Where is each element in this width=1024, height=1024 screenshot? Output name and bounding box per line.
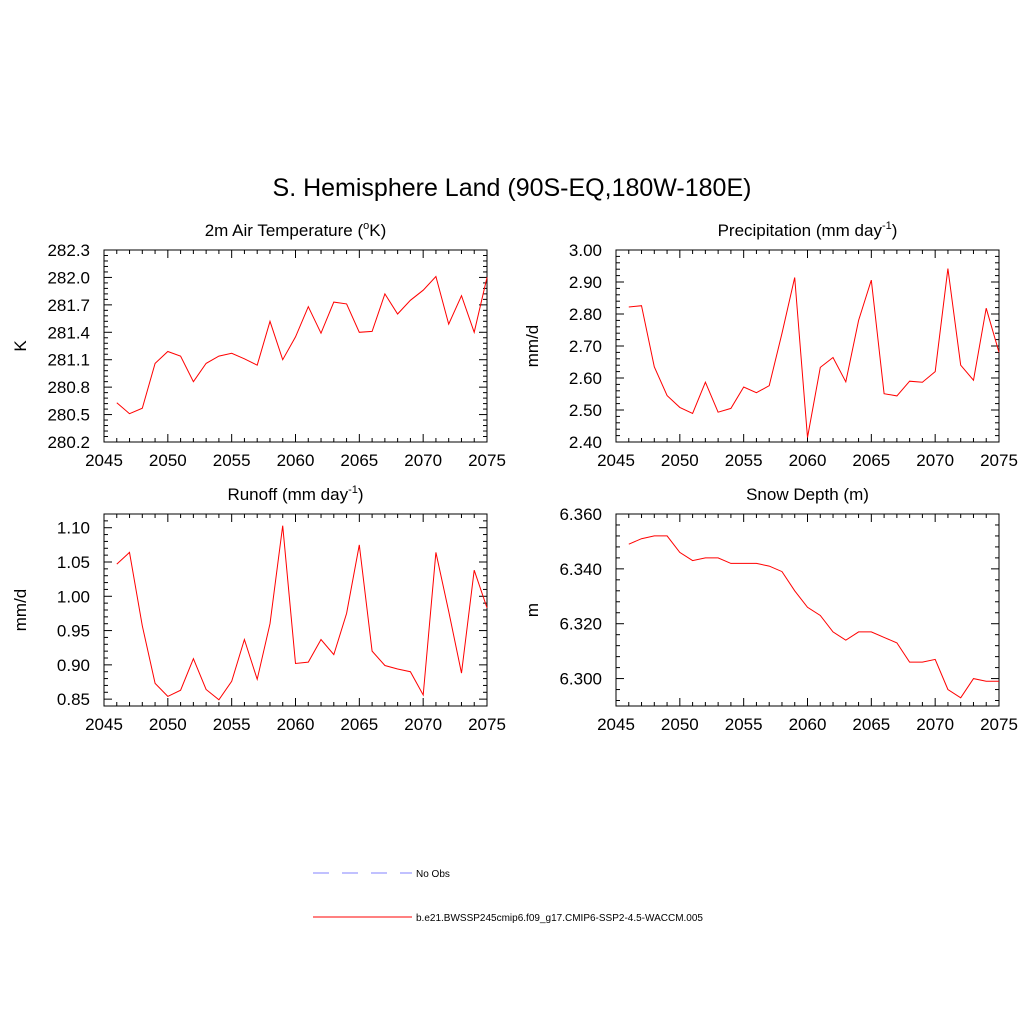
runoff-xtick-label: 2070 <box>404 715 442 734</box>
snow-depth-xtick-label: 2055 <box>725 715 763 734</box>
snow-depth-ytick-label: 6.340 <box>559 560 602 579</box>
precipitation-ytick-label: 2.50 <box>569 401 602 420</box>
runoff-ytick-label: 1.10 <box>57 519 90 538</box>
runoff-ytick-label: 0.90 <box>57 656 90 675</box>
runoff-ytick-label: 0.95 <box>57 622 90 641</box>
snow-depth-ytick-label: 6.300 <box>559 670 602 689</box>
snow-depth-title: Snow Depth (m) <box>746 485 869 504</box>
air-temperature-ytick-label: 281.4 <box>47 323 90 342</box>
runoff-ylabel: mm/d <box>11 589 30 632</box>
runoff-xtick-label: 2075 <box>468 715 506 734</box>
snow-depth-ytick-label: 6.320 <box>559 615 602 634</box>
panel-runoff: Runoff (mm day-1) mm/d 2045 2050 2055 2060 206… <box>11 484 506 734</box>
air-temperature-xtick-label: 2065 <box>340 451 378 470</box>
air-temperature-frame <box>103 249 488 443</box>
snow-depth-xtick-label: 2060 <box>789 715 827 734</box>
air-temperature-ytick-label: 280.5 <box>47 406 90 425</box>
runoff-title: Runoff (mm day-1) <box>227 484 363 504</box>
snow-depth-ylabel: m <box>523 603 542 617</box>
precipitation-ylabel: mm/d <box>523 325 542 368</box>
runoff-xtick-label: 2055 <box>213 715 251 734</box>
snow-depth-series-line <box>628 535 999 699</box>
air-temperature-ytick-label: 280.8 <box>47 378 90 397</box>
precipitation-xtick-label: 2060 <box>789 451 827 470</box>
precipitation-series-line <box>628 268 1000 438</box>
air-temperature-title: 2m Air Temperature (oK) <box>205 220 387 240</box>
air-temperature-xtick-label: 2050 <box>149 451 187 470</box>
air-temperature-xtick-label: 2070 <box>404 451 442 470</box>
air-temperature-ytick-label: 282.0 <box>47 268 90 287</box>
precipitation-xtick-label: 2065 <box>852 451 890 470</box>
precipitation-xtick-label: 2070 <box>916 451 954 470</box>
snow-depth-xtick-label: 2070 <box>916 715 954 734</box>
air-temperature-series-line <box>116 275 488 415</box>
snow-depth-xtick-label: 2065 <box>852 715 890 734</box>
air-temperature-xtick-label: 2075 <box>468 451 506 470</box>
snow-depth-xtick-label: 2050 <box>661 715 699 734</box>
runoff-series-line <box>116 525 488 701</box>
air-temperature-ytick-label: 282.3 <box>47 241 90 260</box>
precipitation-ytick-label: 2.90 <box>569 273 602 292</box>
runoff-ytick-label: 1.00 <box>57 587 90 606</box>
snow-depth-ytick-label: 6.360 <box>559 505 602 524</box>
air-temperature-xtick-label: 2060 <box>277 451 315 470</box>
legend-model-label: b.e21.BWSSP245cmip6.f09_g17.CMIP6-SSP2-4… <box>416 913 703 924</box>
legend-no-obs-label: No Obs <box>416 869 450 880</box>
panel-air-temperature: 2m Air Temperature (oK) K 2045 2050 2055 2060… <box>11 220 506 470</box>
precipitation-xtick-label: 2050 <box>661 451 699 470</box>
runoff-xtick-label: 2060 <box>277 715 315 734</box>
snow-depth-xtick-label: 2045 <box>597 715 635 734</box>
air-temperature-ytick-label: 280.2 <box>47 433 90 452</box>
runoff-xtick-label: 2050 <box>149 715 187 734</box>
air-temperature-xtick-label: 2045 <box>85 451 123 470</box>
snow-depth-xtick-label: 2075 <box>980 715 1018 734</box>
panel-snow-depth: Snow Depth (m) m 2045 2050 2055 2060 2065 2070 2… <box>523 485 1018 734</box>
precipitation-ytick-label: 2.40 <box>569 433 602 452</box>
legend: No Obs b.e21.BWSSP245cmip6.f09_g17.CMIP6… <box>313 869 703 924</box>
precipitation-frame <box>615 249 1000 443</box>
air-temperature-ytick-label: 281.1 <box>47 351 90 370</box>
precipitation-xtick-label: 2075 <box>980 451 1018 470</box>
runoff-xtick-label: 2045 <box>85 715 123 734</box>
runoff-ytick-label: 0.85 <box>57 690 90 709</box>
precipitation-ytick-label: 3.00 <box>569 241 602 260</box>
air-temperature-ylabel: K <box>11 340 30 352</box>
precipitation-ytick-label: 2.60 <box>569 369 602 388</box>
air-temperature-xtick-label: 2055 <box>213 451 251 470</box>
precipitation-ytick-label: 2.70 <box>569 337 602 356</box>
runoff-xtick-label: 2065 <box>340 715 378 734</box>
runoff-ytick-label: 1.05 <box>57 553 90 572</box>
panel-precipitation: Precipitation (mm day-1) mm/d 2045 2050 2055… <box>523 220 1018 470</box>
precipitation-ytick-label: 2.80 <box>569 305 602 324</box>
runoff-frame <box>103 513 488 707</box>
air-temperature-ytick-label: 281.7 <box>47 296 90 315</box>
figure-title: S. Hemisphere Land (90S-EQ,180W-180E) <box>273 174 752 202</box>
precipitation-xtick-label: 2055 <box>725 451 763 470</box>
precipitation-xtick-label: 2045 <box>597 451 635 470</box>
snow-depth-frame <box>615 513 1000 707</box>
precipitation-title: Precipitation (mm day-1) <box>718 220 898 240</box>
